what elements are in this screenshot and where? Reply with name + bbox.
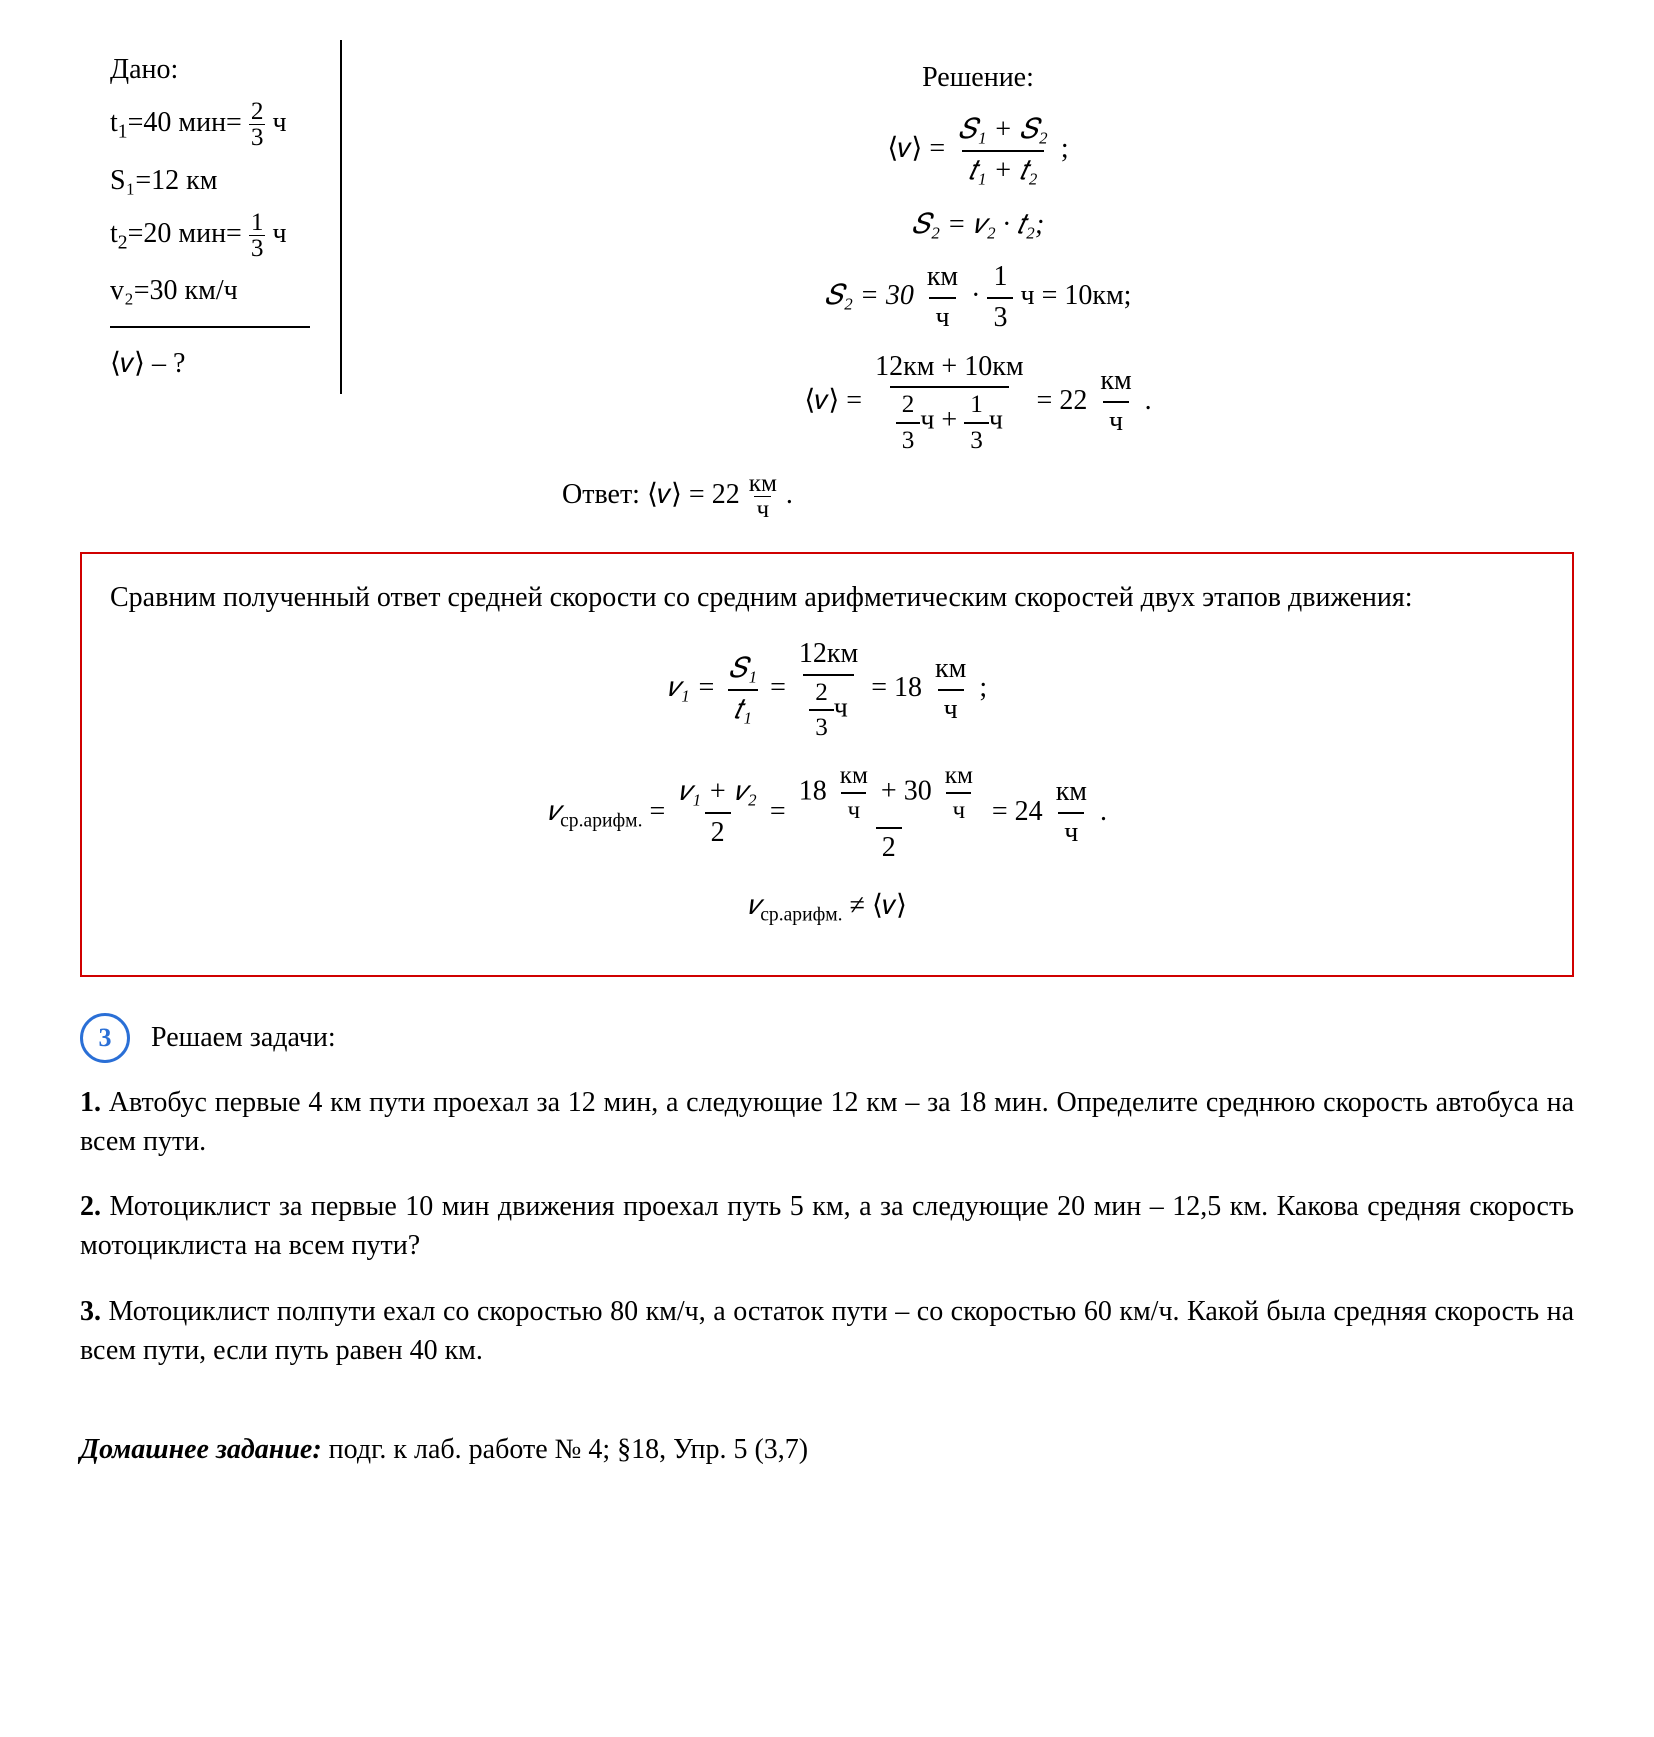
- equation-avg-v-calc: ⟨𝑣⟩ = 12км + 10км 23ч + 13ч = 22 кмч .: [382, 352, 1574, 453]
- equation-avg-v-def: ⟨𝑣⟩ = 𝑆₁ + 𝑆₂𝑡₁ + 𝑡₂ ;: [382, 115, 1574, 187]
- vertical-divider: [340, 40, 342, 394]
- given-t2: t2=20 мин= 13 ч: [110, 210, 310, 261]
- equation-s2-calc: 𝑆₂ = 30 кмч · 13 ч = 10км;: [382, 262, 1574, 334]
- equation-neq: 𝑣ср.арифм. ≠ ⟨𝑣⟩: [110, 886, 1544, 929]
- homework-label: Домашнее задание:: [80, 1434, 322, 1465]
- given-title: Дано:: [110, 50, 310, 89]
- equation-v-arith: 𝑣ср.арифм. = 𝑣₁ + 𝑣₂2 = 18 кмч + 30 кмч …: [110, 763, 1544, 864]
- comparison-intro: Сравним полученный ответ средней скорост…: [110, 578, 1544, 617]
- equation-s2-def: 𝑆₂ = 𝑣₂ · 𝑡₂;: [382, 205, 1574, 244]
- equation-v1: 𝑣₁ = 𝑆₁𝑡₁ = 12км 23ч = 18 кмч ;: [110, 639, 1544, 740]
- given-t1: t1=40 мин= 23 ч: [110, 99, 310, 150]
- worked-example: Дано: t1=40 мин= 23 ч S₁=12 км t2=20 мин…: [80, 40, 1574, 522]
- given-find: ⟨𝑣⟩ – ?: [110, 344, 310, 383]
- solution-block: Решение: ⟨𝑣⟩ = 𝑆₁ + 𝑆₂𝑡₁ + 𝑡₂ ; 𝑆₂ = 𝑣₂ …: [382, 40, 1574, 522]
- given-divider: [110, 326, 310, 328]
- task-3: 3. Мотоциклист полпути ехал со скоростью…: [80, 1292, 1574, 1370]
- given-s1: S₁=12 км: [110, 161, 310, 200]
- solution-title: Решение:: [382, 58, 1574, 97]
- section-3-header: 3 Решаем задачи:: [80, 1013, 1574, 1063]
- homework-block: Домашнее задание: подг. к лаб. работе № …: [80, 1430, 1574, 1469]
- task-list: 1. Автобус первые 4 км пути проехал за 1…: [80, 1083, 1574, 1370]
- section-title: Решаем задачи:: [151, 1022, 336, 1053]
- given-block: Дано: t1=40 мин= 23 ч S₁=12 км t2=20 мин…: [80, 40, 342, 394]
- answer-line: Ответ: ⟨𝑣⟩ = 22 кмч .: [382, 471, 1574, 522]
- section-number-badge: 3: [80, 1013, 130, 1063]
- given-v2: v₂=30 км/ч: [110, 271, 310, 310]
- comparison-box: Сравним полученный ответ средней скорост…: [80, 552, 1574, 977]
- task-2: 2. Мотоциклист за первые 10 мин движения…: [80, 1187, 1574, 1265]
- task-1: 1. Автобус первые 4 км пути проехал за 1…: [80, 1083, 1574, 1161]
- homework-text: подг. к лаб. работе № 4; §18, Упр. 5 (3,…: [322, 1434, 808, 1465]
